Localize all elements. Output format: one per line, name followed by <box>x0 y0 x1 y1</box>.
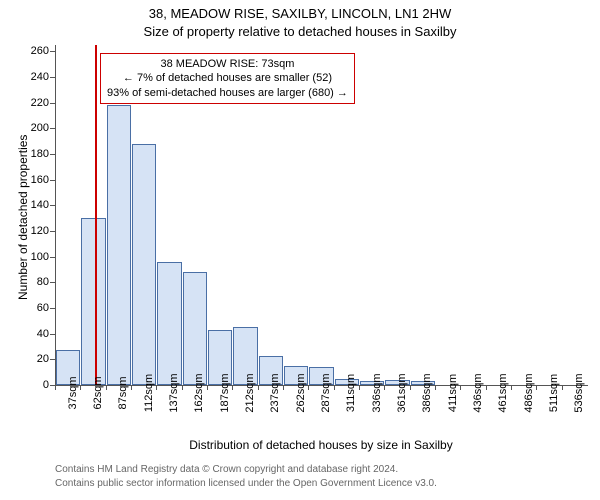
x-tick-label: 162sqm <box>193 373 205 412</box>
chart-container: 38, MEADOW RISE, SAXILBY, LINCOLN, LN1 2… <box>0 0 600 500</box>
x-tick-mark <box>511 385 512 390</box>
x-tick-mark <box>536 385 537 390</box>
y-tick-label: 0 <box>21 379 49 391</box>
x-tick-label: 361sqm <box>396 373 408 412</box>
y-tick-label: 260 <box>21 45 49 57</box>
histogram-bar <box>81 218 105 385</box>
x-tick-label: 511sqm <box>548 374 560 412</box>
x-tick-mark <box>334 385 335 390</box>
y-tick-label: 200 <box>21 122 49 134</box>
x-tick-label: 311sqm <box>345 374 357 412</box>
title-address: 38, MEADOW RISE, SAXILBY, LINCOLN, LN1 2… <box>0 6 600 21</box>
y-tick-mark <box>50 205 55 206</box>
x-tick-label: 287sqm <box>320 373 332 412</box>
y-tick-label: 120 <box>21 225 49 237</box>
x-tick-label: 461sqm <box>497 373 509 412</box>
y-tick-label: 240 <box>21 71 49 83</box>
x-tick-label: 187sqm <box>219 373 231 412</box>
y-tick-mark <box>50 77 55 78</box>
x-tick-mark <box>156 385 157 390</box>
x-tick-mark <box>106 385 107 390</box>
info-box-line: 38 MEADOW RISE: 73sqm <box>107 57 348 71</box>
x-tick-mark <box>55 385 56 390</box>
x-tick-mark <box>384 385 385 390</box>
x-tick-mark <box>182 385 183 390</box>
x-tick-mark <box>435 385 436 390</box>
histogram-bar <box>183 272 207 385</box>
x-tick-mark <box>460 385 461 390</box>
y-tick-label: 100 <box>21 251 49 263</box>
x-axis-label: Distribution of detached houses by size … <box>55 438 587 452</box>
x-tick-mark <box>410 385 411 390</box>
y-tick-mark <box>50 257 55 258</box>
histogram-bar <box>132 144 156 385</box>
footer-copyright-2: Contains public sector information licen… <box>55 478 437 489</box>
x-tick-label: 386sqm <box>421 373 433 412</box>
x-tick-mark <box>80 385 81 390</box>
title-subtitle: Size of property relative to detached ho… <box>0 24 600 39</box>
y-tick-mark <box>50 359 55 360</box>
info-box: 38 MEADOW RISE: 73sqm← 7% of detached ho… <box>100 53 355 104</box>
x-tick-mark <box>258 385 259 390</box>
x-tick-label: 237sqm <box>269 373 281 412</box>
x-tick-label: 336sqm <box>371 373 383 412</box>
x-tick-mark <box>486 385 487 390</box>
x-tick-label: 112sqm <box>143 374 155 412</box>
y-tick-mark <box>50 308 55 309</box>
y-tick-label: 140 <box>21 199 49 211</box>
y-tick-label: 80 <box>21 276 49 288</box>
x-tick-mark <box>207 385 208 390</box>
histogram-bar <box>157 262 181 385</box>
x-tick-label: 262sqm <box>295 373 307 412</box>
y-tick-label: 220 <box>21 97 49 109</box>
x-tick-label: 37sqm <box>67 376 79 409</box>
y-tick-label: 40 <box>21 328 49 340</box>
x-tick-label: 137sqm <box>168 373 180 412</box>
y-tick-label: 180 <box>21 148 49 160</box>
x-tick-label: 536sqm <box>573 373 585 412</box>
y-tick-label: 20 <box>21 353 49 365</box>
footer-copyright-1: Contains HM Land Registry data © Crown c… <box>55 464 398 475</box>
y-tick-mark <box>50 128 55 129</box>
x-tick-label: 436sqm <box>472 373 484 412</box>
y-tick-mark <box>50 180 55 181</box>
info-box-line: 93% of semi-detached houses are larger (… <box>107 86 348 100</box>
y-tick-mark <box>50 282 55 283</box>
y-tick-mark <box>50 154 55 155</box>
y-tick-label: 160 <box>21 174 49 186</box>
histogram-bar <box>107 105 131 385</box>
y-tick-mark <box>50 103 55 104</box>
reference-line <box>95 45 97 385</box>
x-tick-label: 212sqm <box>244 373 256 412</box>
x-tick-mark <box>131 385 132 390</box>
x-tick-label: 411sqm <box>447 374 459 412</box>
x-tick-label: 87sqm <box>117 376 129 409</box>
x-tick-mark <box>308 385 309 390</box>
x-tick-mark <box>359 385 360 390</box>
info-box-line: ← 7% of detached houses are smaller (52) <box>107 71 348 85</box>
x-tick-mark <box>283 385 284 390</box>
y-tick-mark <box>50 231 55 232</box>
x-tick-label: 62sqm <box>92 376 104 409</box>
y-tick-label: 60 <box>21 302 49 314</box>
x-tick-mark <box>562 385 563 390</box>
x-tick-label: 486sqm <box>523 373 535 412</box>
y-tick-mark <box>50 334 55 335</box>
y-tick-mark <box>50 51 55 52</box>
x-tick-mark <box>232 385 233 390</box>
